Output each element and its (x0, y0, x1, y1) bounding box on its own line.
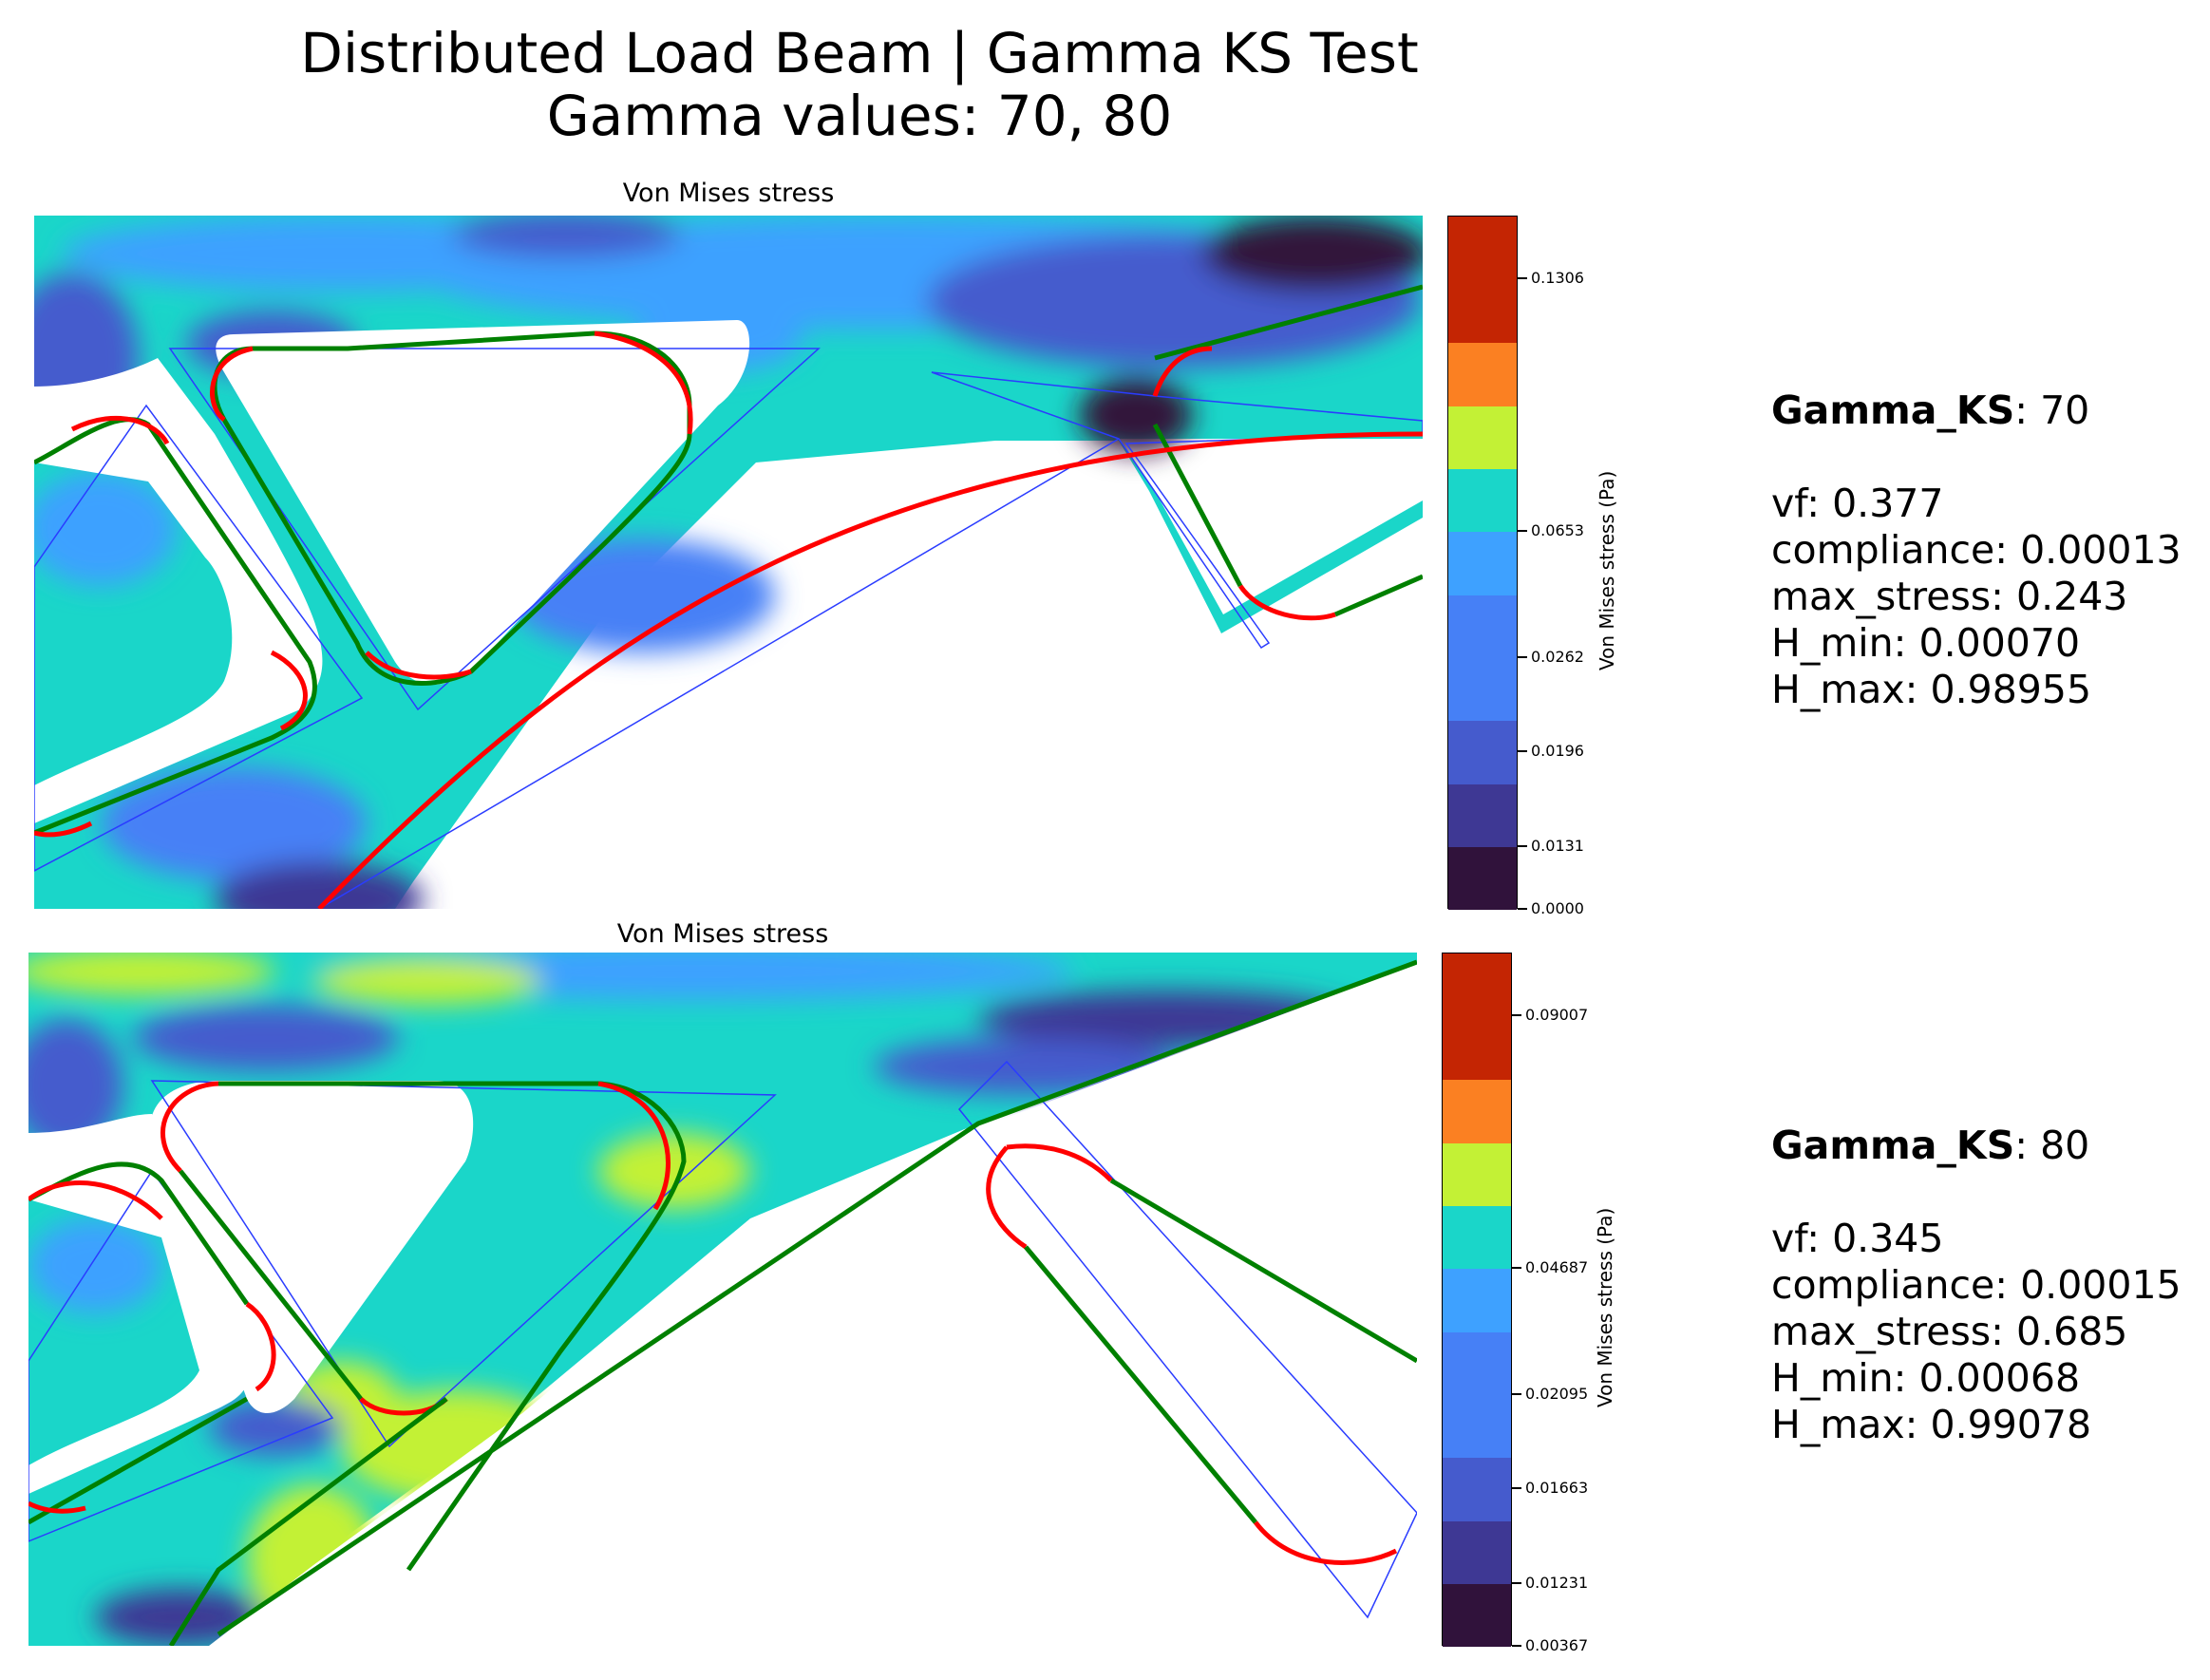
colorbar-tick-label: 0.1306 (1531, 269, 1584, 288)
colorbar-tick (1512, 1487, 1521, 1490)
colorbar-tick-label: 0.0653 (1531, 520, 1584, 539)
colorbar-band (1443, 1142, 1511, 1206)
colorbar-band (1448, 595, 1517, 659)
bottom-colorbar (1442, 953, 1512, 1648)
top-crack-paths (34, 284, 1423, 909)
colorbar-band (1443, 1394, 1511, 1459)
colorbar-tick (1512, 1392, 1521, 1395)
bottom-plot-title: Von Mises stress (616, 919, 829, 949)
colorbar-tick (1512, 1581, 1521, 1584)
colorbar-tick-label: 0.0262 (1531, 647, 1584, 666)
colorbar-band (1443, 1331, 1511, 1396)
colorbar-tick-label: 0.00367 (1525, 1636, 1589, 1654)
top-void-left (34, 358, 323, 823)
bottom-vf: vf: 0.345 (1771, 1216, 1944, 1261)
colorbar-tick-label: 0.09007 (1525, 1006, 1589, 1025)
colorbar-tick (1512, 1266, 1521, 1269)
colorbar-band (1448, 531, 1517, 595)
colorbar-band (1443, 1583, 1511, 1648)
colorbar-band (1448, 279, 1517, 344)
figure-title: Distributed Load Beam | Gamma KS Test (300, 21, 1419, 85)
top-h-min: H_min: 0.00070 (1771, 620, 2081, 666)
colorbar-band (1448, 846, 1517, 911)
colorbar-tick-label: 0.01231 (1525, 1573, 1589, 1592)
bottom-max-stress: max_stress: 0.685 (1771, 1309, 2128, 1354)
bottom-stress-contour-plot (28, 953, 1417, 1646)
top-gamma-value: 70 (2040, 387, 2090, 433)
colorbar-tick-label: 0.0000 (1531, 899, 1584, 917)
colorbar-tick (1518, 908, 1527, 910)
top-h-max: H_max: 0.98955 (1771, 667, 2092, 712)
colorbar-tick (1512, 1014, 1521, 1017)
top-gamma-label: Gamma_KS (1771, 387, 2015, 433)
colorbar-tick (1518, 655, 1527, 658)
colorbar-band (1443, 953, 1511, 1017)
top-vf: vf: 0.377 (1771, 481, 1944, 526)
colorbar-tick-label: 0.04687 (1525, 1257, 1589, 1276)
colorbar-band (1443, 1520, 1511, 1585)
colorbar-tick (1518, 277, 1527, 280)
colorbar-band (1448, 657, 1517, 722)
colorbar-band (1448, 720, 1517, 784)
colorbar-band (1443, 1079, 1511, 1143)
top-compliance: compliance: 0.00013 (1771, 527, 2182, 573)
bottom-void-left (28, 1114, 250, 1494)
colorbar-band (1443, 1457, 1511, 1521)
colorbar-tick-label: 0.0196 (1531, 742, 1584, 761)
bottom-compliance: compliance: 0.00015 (1771, 1262, 2182, 1308)
bottom-gamma-label: Gamma_KS (1771, 1123, 2015, 1168)
bottom-info-panel: Gamma_KS: 80 vf: 0.345 compliance: 0.000… (1771, 1123, 2182, 1448)
colorbar-band (1448, 342, 1517, 406)
bottom-void-lower-right (209, 964, 1417, 1646)
colorbar-tick (1512, 1645, 1521, 1647)
colorbar-tick (1518, 750, 1527, 753)
colorbar-band (1448, 468, 1517, 533)
top-plot-title: Von Mises stress (622, 179, 835, 208)
bottom-gamma-value: 80 (2040, 1123, 2090, 1168)
top-max-stress: max_stress: 0.243 (1771, 574, 2128, 619)
bottom-crack-paths (28, 959, 1417, 1646)
colorbar-tick (1518, 844, 1527, 847)
bottom-design-polygons (28, 1060, 1417, 1619)
top-colorbar (1447, 216, 1518, 911)
colorbar-tick (1518, 529, 1527, 532)
bottom-colorbar-label: Von Mises stress (Pa) (1594, 1207, 1616, 1407)
colorbar-band (1448, 217, 1517, 280)
colorbar-tick-label: 0.01663 (1525, 1479, 1589, 1498)
top-gamma-line: Gamma_KS: 70 (1771, 387, 2090, 433)
colorbar-tick-label: 0.0131 (1531, 836, 1584, 855)
colorbar-band (1448, 406, 1517, 469)
bottom-gamma-line: Gamma_KS: 80 (1771, 1123, 2090, 1168)
top-void-triangle (216, 320, 750, 685)
figure-subtitle: Gamma values: 70, 80 (546, 84, 1173, 148)
bottom-h-min: H_min: 0.00068 (1771, 1355, 2081, 1401)
colorbar-tick-label: 0.02095 (1525, 1384, 1589, 1403)
bottom-h-max: H_max: 0.99078 (1771, 1402, 2092, 1447)
colorbar-band (1443, 1205, 1511, 1270)
top-info-panel: Gamma_KS: 70 vf: 0.377 compliance: 0.000… (1771, 387, 2182, 713)
top-colorbar-label: Von Mises stress (Pa) (1596, 470, 1618, 670)
colorbar-band (1448, 783, 1517, 848)
colorbar-band (1443, 1016, 1511, 1081)
colorbar-band (1443, 1268, 1511, 1332)
top-stress-contour-plot (34, 216, 1423, 909)
